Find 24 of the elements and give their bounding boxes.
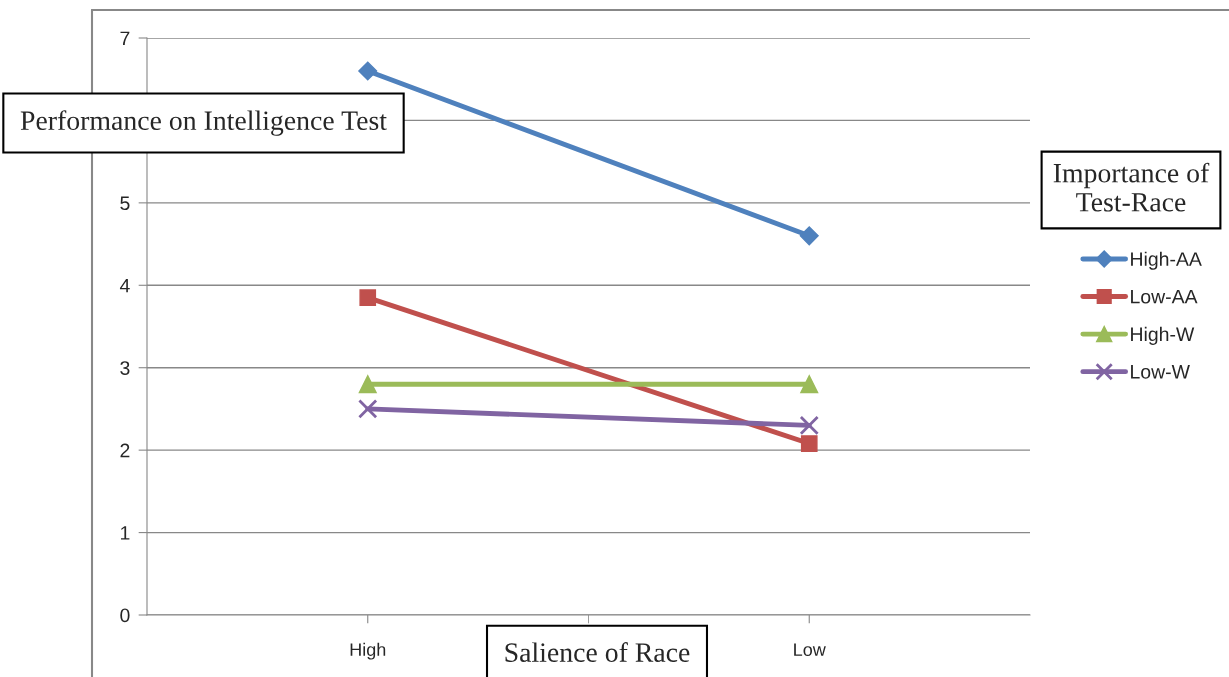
point bbox=[358, 61, 378, 81]
point bbox=[799, 226, 819, 246]
x-tick-label: High bbox=[350, 642, 386, 660]
point bbox=[358, 375, 377, 394]
point bbox=[800, 375, 819, 394]
x-tick-label: Low bbox=[794, 643, 826, 657]
point bbox=[799, 415, 819, 436]
y-tick-label: 3 bbox=[120, 361, 130, 375]
point bbox=[359, 289, 377, 306]
y-tick-label: 0 bbox=[120, 608, 130, 623]
y-tick-label: 4 bbox=[119, 278, 130, 293]
y-axis-title: Performance on Intelligence Test bbox=[20, 110, 387, 136]
legend-label: High-W bbox=[1131, 326, 1195, 345]
y-tick-label: 5 bbox=[120, 196, 130, 211]
legend-label: Low-W bbox=[1131, 365, 1190, 379]
y-tick-label: 1 bbox=[121, 526, 130, 540]
point bbox=[358, 399, 378, 419]
legend-label: Low-AA bbox=[1131, 289, 1198, 304]
y-tick-label: 2 bbox=[120, 443, 130, 458]
legend-label: High-AA bbox=[1131, 251, 1202, 270]
point bbox=[800, 435, 818, 452]
y-tick-label: 7 bbox=[120, 31, 130, 46]
legend-title: Importance of Test-Race bbox=[1053, 162, 1210, 212]
x-axis-title: Salience of Race bbox=[505, 642, 690, 662]
